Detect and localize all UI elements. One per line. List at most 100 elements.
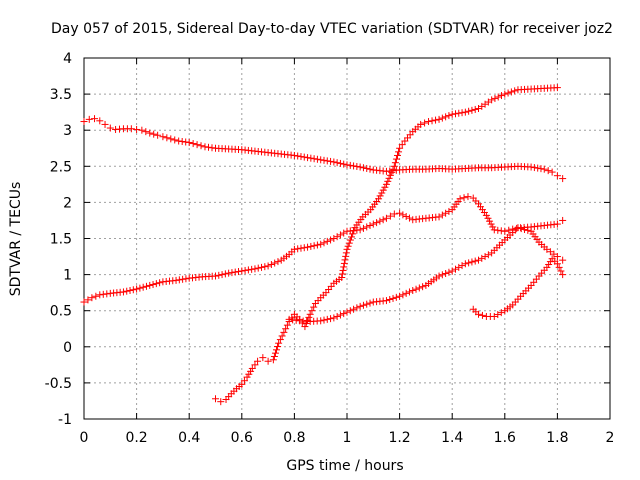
data-point <box>366 222 374 230</box>
data-point <box>340 160 348 168</box>
data-point <box>123 287 131 295</box>
data-point <box>305 313 313 321</box>
data-point <box>456 195 464 203</box>
data-point <box>274 258 282 266</box>
data-point <box>359 301 367 309</box>
data-point <box>442 209 450 217</box>
data-point <box>163 134 171 142</box>
data-point <box>244 266 252 274</box>
data-point <box>465 107 473 115</box>
data-point <box>468 106 476 114</box>
data-point <box>455 109 463 117</box>
data-point <box>175 276 183 284</box>
data-point <box>96 117 104 125</box>
data-point <box>323 157 331 165</box>
data-point <box>438 211 446 219</box>
data-point <box>310 303 318 311</box>
data-point <box>386 171 394 179</box>
data-point <box>546 248 554 256</box>
data-point <box>338 273 346 281</box>
data-point <box>482 211 490 219</box>
data-point <box>390 162 398 170</box>
data-point <box>338 270 346 278</box>
data-point <box>156 279 164 287</box>
data-point <box>313 241 321 249</box>
data-point <box>274 343 282 351</box>
data-point <box>559 175 567 183</box>
data-point <box>442 270 450 278</box>
data-point <box>363 164 371 172</box>
data-point <box>486 217 494 225</box>
x-tick-label: 1 <box>343 430 352 446</box>
data-point <box>330 158 338 166</box>
y-axis-label: SDTVAR / TECUs <box>8 182 24 297</box>
data-point <box>304 154 312 162</box>
y-tick-label: -1 <box>58 412 72 428</box>
data-point <box>142 128 150 136</box>
data-point <box>417 120 425 128</box>
data-point <box>276 336 284 344</box>
x-tick-label: 1.6 <box>494 430 516 446</box>
data-point <box>225 269 233 277</box>
data-point <box>501 90 509 98</box>
data-point <box>142 282 150 290</box>
data-point <box>317 240 325 248</box>
data-point <box>445 207 453 215</box>
data-point <box>80 298 88 306</box>
data-point <box>327 157 335 165</box>
data-point <box>259 354 267 362</box>
data-point <box>238 267 246 275</box>
data-point <box>271 349 279 357</box>
data-point <box>553 172 561 180</box>
data-point <box>133 285 141 293</box>
data-point <box>251 265 259 273</box>
x-tick-label: 1.4 <box>441 430 463 446</box>
data-point <box>341 256 349 264</box>
data-point <box>524 226 532 234</box>
data-point <box>557 267 565 275</box>
data-point <box>507 88 515 96</box>
data-point <box>308 307 316 315</box>
y-tick-label: 0.5 <box>50 304 72 320</box>
data-point <box>310 242 318 250</box>
data-point <box>412 285 420 293</box>
data-point <box>356 302 364 310</box>
data-point <box>80 118 88 126</box>
data-point <box>294 152 302 160</box>
data-point <box>297 244 305 252</box>
data-point <box>106 124 114 132</box>
data-point <box>344 242 352 250</box>
data-point <box>307 242 315 250</box>
data-point <box>340 259 348 267</box>
data-point <box>248 364 256 372</box>
data-point <box>395 148 403 156</box>
data-point <box>280 328 288 336</box>
data-point <box>461 260 469 268</box>
data-point <box>409 286 417 294</box>
data-point <box>247 367 255 375</box>
data-point <box>405 214 413 222</box>
data-point <box>537 165 545 173</box>
x-tick-label: 0.8 <box>283 430 305 446</box>
data-point <box>356 226 364 234</box>
data-point <box>254 264 262 272</box>
data-point <box>218 271 226 279</box>
data-point <box>363 223 371 231</box>
data-point <box>396 144 404 152</box>
data-point <box>297 153 305 161</box>
data-point <box>464 193 472 201</box>
data-point <box>504 89 512 97</box>
data-point <box>468 258 476 266</box>
data-point <box>84 296 92 304</box>
data-point <box>382 180 390 188</box>
data-point <box>375 195 383 203</box>
data-point <box>415 284 423 292</box>
data-point <box>261 263 269 271</box>
data-point <box>559 271 567 279</box>
data-point <box>353 162 361 170</box>
data-point <box>553 253 561 261</box>
axis-ticks: 0 0.2 0.4 0.6 0.8 1 1.2 1.4 1.6 1.8 2 -1 -0.5 0 0.5 1 1.… <box>45 51 615 446</box>
data-point <box>455 263 463 271</box>
data-point <box>366 299 374 307</box>
data-point <box>306 310 314 318</box>
